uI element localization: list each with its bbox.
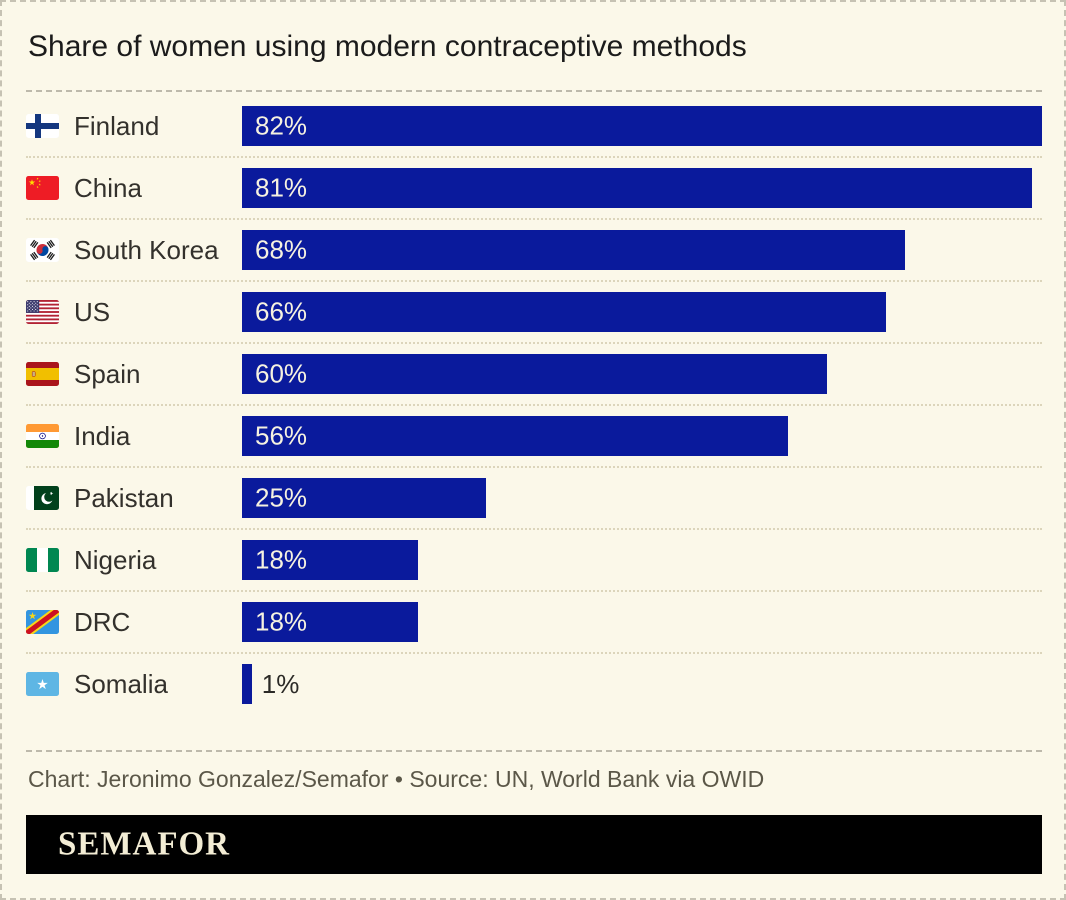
chart-row: Somalia 1%: [26, 654, 1042, 714]
value-label: 60%: [255, 358, 308, 389]
flag-finland-icon: [26, 114, 59, 138]
chart-row: DRC 18%: [26, 592, 1042, 654]
flag-india-icon: [26, 424, 59, 448]
page-title: Share of women using modern contraceptiv…: [28, 30, 747, 63]
bar: [242, 230, 906, 270]
country-label: China: [74, 172, 142, 203]
bar-area: 18%: [242, 592, 1042, 652]
footer-divider: [26, 750, 1042, 752]
chart-row: Nigeria 18%: [26, 530, 1042, 592]
flag-drc-icon: [26, 610, 59, 634]
chart-row: Spain 60%: [26, 344, 1042, 406]
chart-row: Pakistan 25%: [26, 468, 1042, 530]
bar-area: 68%: [242, 220, 1042, 280]
bar: [242, 540, 418, 580]
country-label: India: [74, 420, 131, 451]
bar: [242, 478, 486, 518]
bar: [242, 354, 828, 394]
country-label: US: [74, 296, 111, 327]
value-label: 1%: [261, 668, 300, 699]
bar: [242, 292, 886, 332]
value-label: 18%: [255, 544, 308, 575]
country-label: South Korea: [74, 234, 219, 265]
chart-row: US 66%: [26, 282, 1042, 344]
value-label: 68%: [255, 234, 308, 265]
bar-area: 18%: [242, 530, 1042, 590]
country-label: Nigeria: [74, 544, 157, 575]
flag-china-icon: [26, 176, 59, 200]
bar-area: 60%: [242, 344, 1042, 404]
bar-area: 1%: [242, 654, 1042, 714]
bar: [242, 168, 1033, 208]
value-label: 66%: [255, 296, 308, 327]
country-label: Somalia: [74, 668, 168, 699]
bar-area: 66%: [242, 282, 1042, 342]
value-label: 82%: [255, 110, 308, 141]
attribution: Chart: Jeronimo Gonzalez/Semafor • Sourc…: [28, 766, 765, 792]
country-label: Pakistan: [74, 482, 174, 513]
bar: [242, 664, 252, 704]
title-divider: [26, 90, 1042, 92]
bar: [242, 106, 1042, 146]
bar-area: 82%: [242, 96, 1042, 156]
value-label: 81%: [255, 172, 308, 203]
value-label: 25%: [255, 482, 308, 513]
brand-bar: SEMAFOR: [26, 815, 1042, 874]
bar-area: 81%: [242, 158, 1042, 218]
flag-nigeria-icon: [26, 548, 59, 572]
chart-row: India 56%: [26, 406, 1042, 468]
flag-spain-icon: [26, 362, 59, 386]
value-label: 56%: [255, 420, 308, 451]
chart-rows: Finland 82% China 81% South Korea 68% US…: [26, 96, 1042, 714]
bar-area: 56%: [242, 406, 1042, 466]
flag-south-korea-icon: [26, 238, 59, 262]
chart-row: Finland 82%: [26, 96, 1042, 158]
chart-row: China 81%: [26, 158, 1042, 220]
country-label: Finland: [74, 110, 160, 141]
flag-us-icon: [26, 300, 59, 324]
flag-somalia-icon: [26, 672, 59, 696]
value-label: 18%: [255, 606, 308, 637]
bar-area: 25%: [242, 468, 1042, 528]
bar: [242, 602, 418, 642]
chart-row: South Korea 68%: [26, 220, 1042, 282]
bar: [242, 416, 789, 456]
brand-wordmark: SEMAFOR: [58, 825, 230, 863]
country-label: DRC: [74, 606, 131, 637]
country-label: Spain: [74, 358, 141, 389]
flag-pakistan-icon: [26, 486, 59, 510]
